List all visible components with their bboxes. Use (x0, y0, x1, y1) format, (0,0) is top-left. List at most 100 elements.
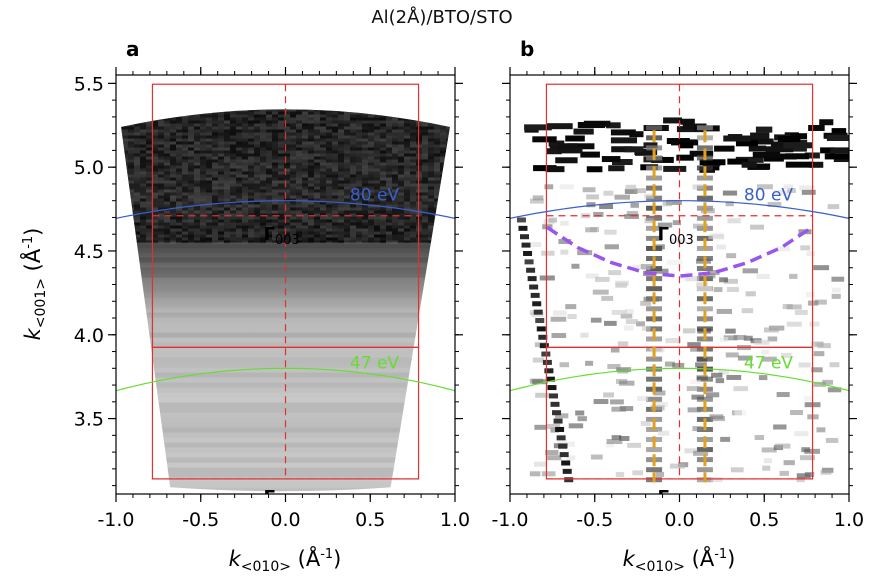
heatmap-pixel (326, 138, 332, 142)
heatmap-pixel (182, 171, 188, 175)
heatmap-blob (763, 155, 784, 162)
heatmap-pixel (242, 126, 248, 130)
heatmap-pixel (236, 144, 242, 148)
heatmap-pixel (128, 216, 134, 220)
heatmap-pixel (344, 213, 350, 217)
heatmap-pixel (368, 162, 374, 166)
heatmap-pixel (398, 228, 404, 232)
heatmap-pixel (248, 237, 254, 241)
heatmap-speck (813, 265, 830, 271)
heatmap-pixel (314, 156, 320, 160)
heatmap-speck (542, 224, 553, 230)
heatmap-pixel (134, 165, 140, 169)
heatmap-pixel (302, 147, 308, 151)
heatmap-pixel (398, 201, 404, 205)
heatmap-pixel (242, 198, 248, 202)
heatmap-pixel (164, 126, 170, 130)
heatmap-pixel (140, 147, 146, 151)
heatmap-pixel (338, 231, 344, 235)
heatmap-speck (551, 333, 567, 339)
heatmap-pixel (152, 168, 158, 172)
heatmap-pixel (422, 198, 428, 202)
heatmap-pixel (410, 213, 416, 217)
heatmap-pixel (428, 159, 434, 163)
heatmap-pixel (230, 117, 236, 121)
heatmap-pixel (326, 189, 332, 193)
heatmap-pixel (158, 162, 164, 166)
heatmap-pixel (290, 109, 296, 112)
heatmap-pixel (266, 222, 272, 226)
heatmap-pixel (188, 165, 194, 169)
heatmap-pixel (362, 129, 368, 133)
heatmap-pixel (404, 144, 410, 148)
heatmap-pixel (446, 165, 450, 169)
heatmap-pixel (284, 141, 290, 145)
heatmap-pixel (410, 129, 416, 133)
heatmap-pixel (236, 195, 242, 199)
heatmap-pixel (326, 111, 332, 115)
heatmap-pixel (236, 147, 242, 151)
heatmap-pixel (380, 174, 386, 178)
heatmap-pixel (362, 120, 368, 124)
heatmap-pixel (422, 168, 428, 172)
heatmap-pixel (194, 228, 200, 232)
heatmap-pixel (164, 195, 170, 199)
heatmap-pixel (308, 153, 314, 157)
heatmap-pixel (446, 123, 450, 127)
heatmap-speck (816, 427, 826, 433)
heatmap-pixel (434, 126, 440, 130)
heatmap-pixel (398, 183, 404, 187)
heatmap-pixel (248, 138, 254, 142)
heatmap-blob (610, 129, 636, 136)
heatmap-pixel (296, 219, 302, 223)
heatmap-pixel (314, 165, 320, 169)
heatmap-speck (757, 184, 773, 190)
heatmap-speck (586, 202, 596, 208)
heatmap-pixel (368, 111, 374, 115)
heatmap-pixel (266, 198, 272, 202)
heatmap-pixel (260, 144, 266, 148)
heatmap-pixel (121, 147, 122, 151)
heatmap-pixel (368, 231, 374, 235)
heatmap-pixel (122, 231, 128, 235)
y-tick-label: 3.5 (74, 409, 104, 431)
heatmap-pixel (362, 180, 368, 184)
heatmap-pixel (356, 219, 362, 223)
heatmap-pixel (362, 141, 368, 145)
heatmap-pixel (272, 201, 278, 205)
heatmap-pixel (260, 219, 266, 223)
heatmap-pixel (122, 150, 128, 154)
heatmap-pixel (170, 171, 176, 175)
heatmap-edge-pixel (555, 426, 565, 432)
heatmap-pixel (404, 216, 410, 220)
heatmap-pixel (278, 153, 284, 157)
heatmap-speck (604, 244, 619, 250)
heatmap-pixel (284, 183, 290, 187)
heatmap-pixel (386, 153, 392, 157)
heatmap-blob (565, 135, 585, 142)
heatmap-pixel (302, 162, 308, 166)
heatmap-pixel (344, 168, 350, 172)
heatmap-pixel (122, 183, 128, 187)
heatmap-pixel (218, 216, 224, 220)
heatmap-pixel (218, 231, 224, 235)
heatmap-pixel (152, 201, 158, 205)
heatmap-pixel (326, 162, 332, 166)
heatmap-band (121, 307, 450, 313)
heatmap-speck (619, 406, 634, 412)
heatmap-pixel (428, 195, 434, 199)
heatmap-pixel (380, 213, 386, 217)
heatmap-pixel (272, 168, 278, 172)
heatmap-pixel (284, 144, 290, 148)
heatmap-pixel (266, 135, 272, 139)
heatmap-pixel (164, 192, 170, 196)
heatmap-pixel (230, 150, 236, 154)
heatmap-blob (750, 132, 770, 139)
heatmap-pixel (368, 138, 374, 142)
heatmap-pixel (374, 216, 380, 220)
heatmap-pixel (176, 109, 182, 112)
heatmap-pixel (158, 144, 164, 148)
heatmap-pixel (206, 174, 212, 178)
heatmap-pixel (344, 195, 350, 199)
heatmap-pixel (242, 201, 248, 205)
